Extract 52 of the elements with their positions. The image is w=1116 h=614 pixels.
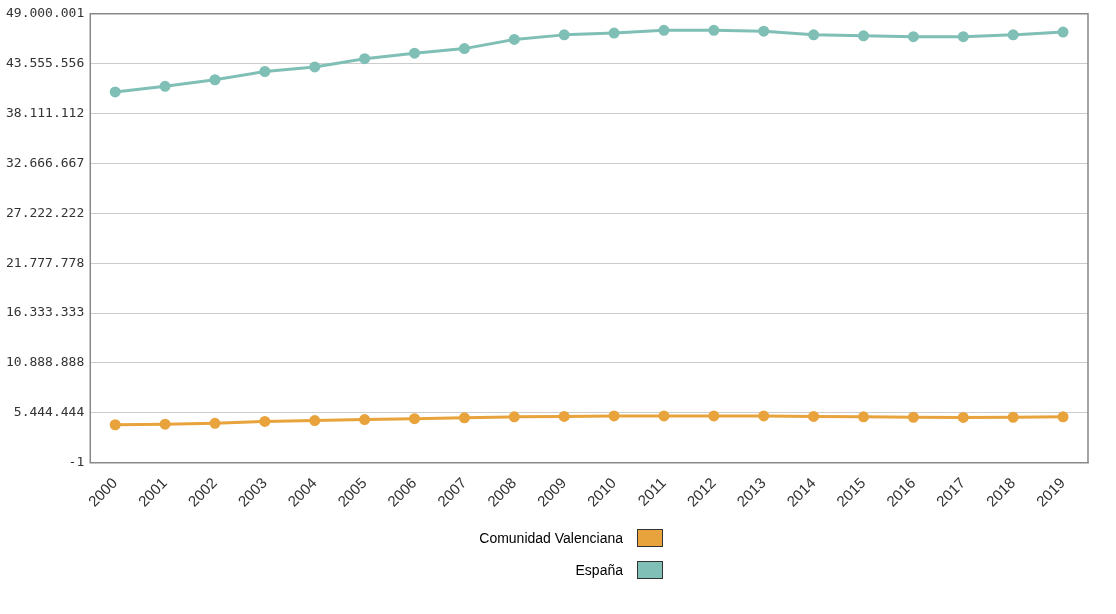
point xyxy=(1007,411,1019,423)
point xyxy=(159,80,171,92)
point xyxy=(608,410,620,422)
legend-label: España xyxy=(574,562,623,578)
y-tick-label: 27.222.222 xyxy=(5,204,85,220)
point xyxy=(409,47,421,59)
point xyxy=(658,24,670,36)
point xyxy=(109,86,121,98)
point xyxy=(708,24,720,36)
y-tick-label: -1 xyxy=(68,454,85,470)
point xyxy=(907,411,919,423)
y-tick-label: 49.000.001 xyxy=(5,5,85,21)
point xyxy=(309,415,321,427)
point xyxy=(508,411,520,423)
y-tick-label: 21.777.778 xyxy=(5,254,85,270)
point xyxy=(957,411,969,423)
point xyxy=(309,61,321,73)
point xyxy=(1057,26,1069,38)
point xyxy=(558,410,570,422)
point xyxy=(508,33,520,45)
point xyxy=(159,418,171,430)
y-tick-label: 32.666.667 xyxy=(5,154,85,170)
point xyxy=(608,27,620,39)
y-tick-label: 16.333.333 xyxy=(5,304,85,320)
point xyxy=(359,414,371,426)
point xyxy=(458,43,470,55)
point xyxy=(758,25,770,37)
y-tick-label: 10.888.888 xyxy=(5,354,85,370)
y-tick-label: 5.444.444 xyxy=(13,404,85,420)
point xyxy=(409,413,421,425)
point xyxy=(907,31,919,43)
point xyxy=(758,410,770,422)
point xyxy=(259,415,271,427)
point xyxy=(708,410,720,422)
point xyxy=(808,410,820,422)
point xyxy=(858,30,870,42)
y-tick-label: 38.111.112 xyxy=(5,104,85,120)
point xyxy=(558,29,570,41)
point xyxy=(359,53,371,65)
point xyxy=(658,410,670,422)
point xyxy=(209,417,221,429)
point xyxy=(858,411,870,423)
point xyxy=(259,66,271,78)
point xyxy=(957,31,969,43)
point xyxy=(209,74,221,86)
y-tick-label: 43.555.556 xyxy=(5,55,85,71)
legend-label: Comunidad Valenciana xyxy=(478,530,623,546)
point xyxy=(808,29,820,41)
point xyxy=(109,419,121,431)
point xyxy=(1057,411,1069,423)
point xyxy=(458,412,470,424)
point xyxy=(1007,29,1019,41)
